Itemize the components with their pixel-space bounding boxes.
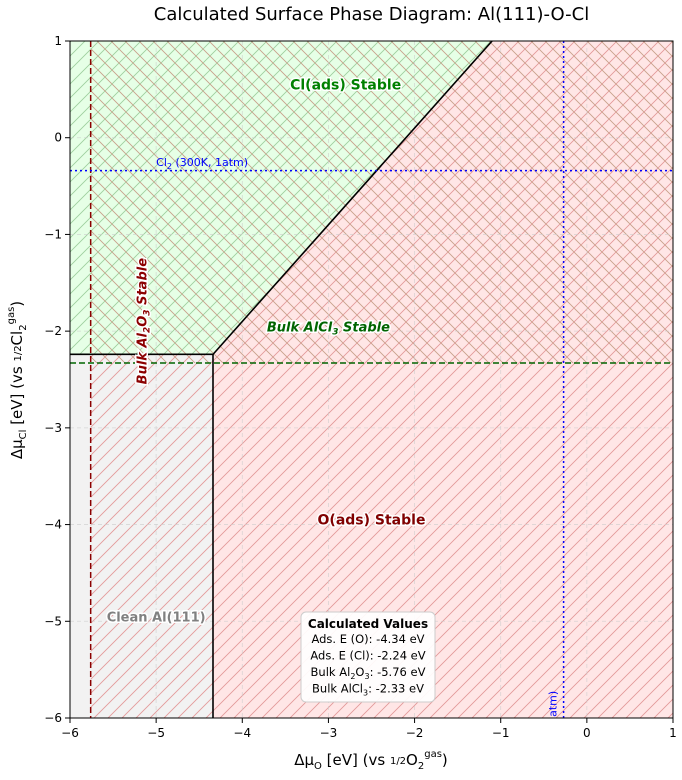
info-box-row-2: Ads. E (Cl): -2.24 eV (310, 649, 425, 663)
x-axis-ticks: −6 −5 −4 −3 −2 −1 0 1 (61, 718, 677, 740)
plot-frame (69, 40, 674, 719)
y-tick-label-7: 1 (54, 34, 62, 48)
bulk-al2o3-label: Bulk Al2O3 Stable (135, 258, 152, 385)
o2-reference-label: O2 (300K, 1atm) (546, 691, 561, 780)
phase-boundary-3 (212, 41, 493, 355)
cl2-reference-label: Cl2 (300K, 1atm) (156, 156, 248, 171)
x-tick-label-0: −6 (61, 726, 79, 740)
y-tick-label-6: 0 (54, 131, 62, 145)
y-tick-label-2: −4 (44, 518, 62, 532)
y-tick-label-4: −2 (44, 324, 62, 338)
x-tick-label-1: −5 (147, 726, 165, 740)
info-box-row-3: Bulk Al2O3: -5.76 eV (311, 665, 426, 681)
region-label-3: Cl(ads) Stable (290, 77, 401, 93)
y-axis-title: ΔμCl [eV] (vs 1/2Cl2gas) (6, 301, 29, 459)
x-tick-label-4: −2 (406, 726, 424, 740)
y-tick-label-1: −5 (44, 614, 62, 628)
lines-layer (70, 41, 673, 718)
x-tick-label-7: 1 (669, 726, 677, 740)
x-axis-title: ΔμO [eV] (vs 1/2O2gas) (294, 749, 448, 772)
hatch-bulk-alcl3 (90, 41, 673, 364)
plot-area: Clean Al(111) O(ads) Stable Cl(ads) Stable… (70, 41, 673, 780)
y-axis-ticks: −6 −5 −4 −3 −2 −1 0 1 (44, 34, 70, 725)
x-tick-label-6: 0 (583, 726, 591, 740)
chart-title: Calculated Surface Phase Diagram: Al(111… (154, 4, 590, 25)
x-tick-label-2: −4 (233, 726, 251, 740)
info-box-title: Calculated Values (308, 617, 428, 631)
hatch-clean-region (90, 354, 213, 718)
x-tick-label-3: −3 (320, 726, 338, 740)
region-label-2: O(ads) Stable (318, 513, 426, 529)
labels-layer: Clean Al(111) O(ads) Stable Cl(ads) Stable… (105, 76, 561, 780)
info-box-row-1: Ads. E (O): -4.34 eV (311, 632, 424, 646)
y-tick-label-0: −6 (44, 711, 62, 725)
region-label-1: Clean Al(111) (107, 610, 206, 625)
hatch-layer (70, 41, 673, 718)
info-box-row-4: Bulk AlCl3: -2.33 eV (312, 682, 424, 698)
info-box-frame (300, 611, 436, 703)
y-tick-label-5: −1 (44, 227, 62, 241)
x-tick-label-5: −1 (492, 726, 510, 740)
y-tick-label-3: −3 (44, 421, 62, 435)
bulk-alcl3-label: Bulk AlCl3 Stable (267, 320, 390, 337)
